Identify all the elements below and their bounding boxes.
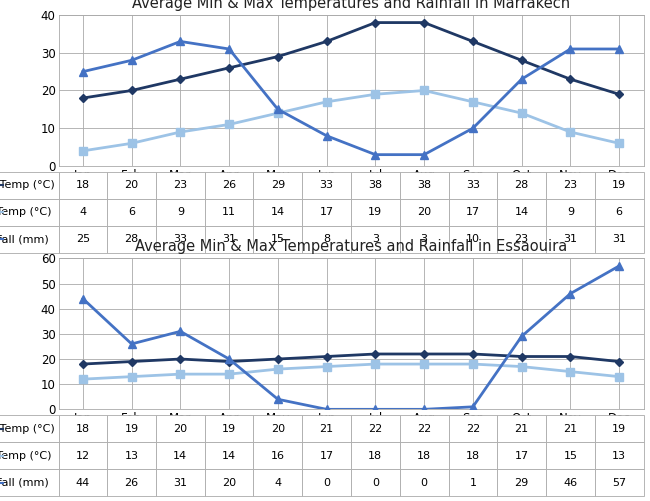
Title: Average Min & Max Temperatures and Rainfall in Marrakech: Average Min & Max Temperatures and Rainf… bbox=[132, 0, 570, 11]
Title: Average Min & Max Temperatures and Rainfall in Essaouira: Average Min & Max Temperatures and Rainf… bbox=[135, 239, 567, 255]
